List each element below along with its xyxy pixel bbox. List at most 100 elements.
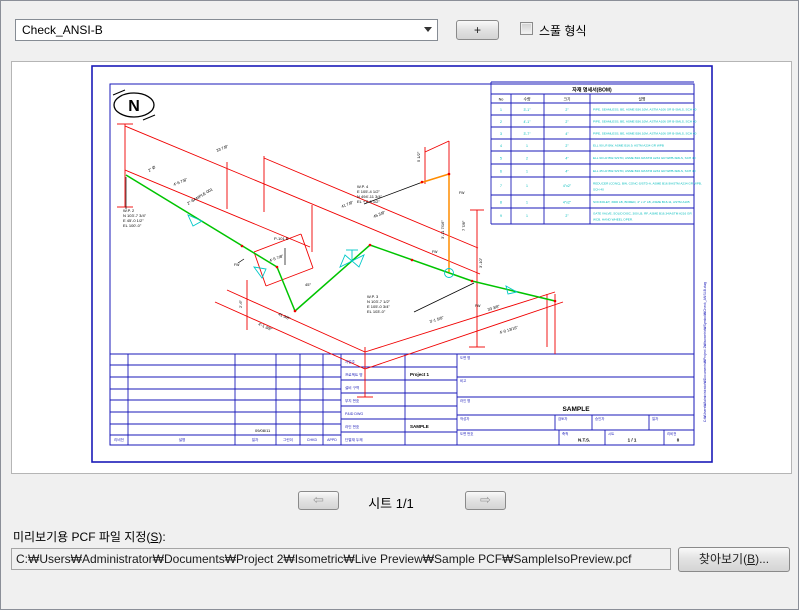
svg-text:N 103'-7 3/4": N 103'-7 3/4" xyxy=(123,213,147,218)
svg-text:검토자: 검토자 xyxy=(558,416,568,421)
svg-text:1: 1 xyxy=(526,201,528,205)
svg-text:2": 2" xyxy=(565,120,569,124)
svg-text:2"-SAMPLE-001: 2"-SAMPLE-001 xyxy=(186,186,214,206)
svg-text:E 105'-0 3/4": E 105'-0 3/4" xyxy=(367,304,390,309)
svg-text:ELL 90 LR BW, ASME B16.9, ASTM: ELL 90 LR BW, ASME B16.9, ASTM A234 GR W… xyxy=(593,144,664,148)
svg-text:ELL 45 LR BW-S/STD, ASME B16.9: ELL 45 LR BW-S/STD, ASME B16.9/ASTM A234… xyxy=(593,169,696,173)
svg-text:FW: FW xyxy=(459,191,465,195)
svg-text:2: 2 xyxy=(500,120,502,124)
svg-text:SAMPLE: SAMPLE xyxy=(562,406,590,413)
svg-text:E 105'-4 1/2": E 105'-4 1/2" xyxy=(357,189,380,194)
svg-text:작성자: 작성자 xyxy=(460,416,470,421)
svg-text:EL 103'-0": EL 103'-0" xyxy=(367,309,386,314)
svg-text:사업주: 사업주 xyxy=(345,359,356,364)
svg-text:리비전: 리비전 xyxy=(114,437,124,442)
browse-button[interactable]: 찾아보기(B)... xyxy=(678,547,790,572)
add-template-button[interactable]: + xyxy=(456,20,499,40)
svg-text:FW: FW xyxy=(475,304,481,308)
template-dropdown-value: Check_ANSI-B xyxy=(22,23,103,37)
svg-text:설명: 설명 xyxy=(179,437,186,442)
svg-text:4": 4" xyxy=(565,157,569,161)
svg-text:EL 100'-0": EL 100'-0" xyxy=(123,223,142,228)
chevron-down-icon[interactable] xyxy=(424,27,432,32)
svg-text:부지 번호: 부지 번호 xyxy=(345,398,360,403)
pcf-path-label: 미리보기용 PCF 파일 지정(S): xyxy=(13,530,166,544)
iso-drawing-canvas: N 33 7/8" 4'-5 7/8" 41 7/8" 45 3/8" 2" Ø 2"-SA… xyxy=(91,65,713,463)
svg-text:N 103'-7 1/2": N 103'-7 1/2" xyxy=(367,299,391,304)
svg-text:승인자: 승인자 xyxy=(595,416,605,421)
svg-text:축척: 축척 xyxy=(562,431,568,436)
svg-text:프로젝트 명: 프로젝트 명 xyxy=(345,372,363,377)
sheet-counter: 시트 1/1 xyxy=(368,496,414,511)
svg-text:N 494'-11 3/4": N 494'-11 3/4" xyxy=(357,194,383,199)
svg-text:SAMPLE: SAMPLE xyxy=(410,424,429,429)
svg-text:45°: 45° xyxy=(305,282,311,287)
svg-text:그린이: 그린이 xyxy=(283,437,293,442)
svg-text:7: 7 xyxy=(500,184,502,188)
svg-text:자재 명세서(BOM): 자재 명세서(BOM) xyxy=(572,87,612,94)
svg-text:3'-11 7/16": 3'-11 7/16" xyxy=(440,220,445,239)
svg-text:라인 번호: 라인 번호 xyxy=(345,424,360,429)
svg-text:Project 1: Project 1 xyxy=(410,372,430,377)
svg-text:1: 1 xyxy=(526,170,528,174)
svg-text:4'-1": 4'-1" xyxy=(524,120,532,124)
svg-text:P-101 B: P-101 B xyxy=(274,236,289,241)
svg-text:7 7/8": 7 7/8" xyxy=(461,220,466,231)
svg-text:리비전: 리비전 xyxy=(667,431,676,436)
iso-preview-panel: N 33 7/8" 4'-5 7/8" 41 7/8" 45 3/8" 2" Ø 2"-SA… xyxy=(11,61,792,474)
svg-text:N.T.S.: N.T.S. xyxy=(578,438,590,443)
svg-text:2": 2" xyxy=(565,108,569,112)
svg-text:GATE VALVE, SOLID DISC, 300 LB: GATE VALVE, SOLID DISC, 300 LB, RF, ASME… xyxy=(593,212,692,216)
svg-text:3: 3 xyxy=(500,132,502,136)
svg-text:5: 5 xyxy=(500,157,502,161)
svg-text:2: 2 xyxy=(526,157,528,161)
previous-sheet-button[interactable]: ⇦ xyxy=(298,491,339,510)
svg-text:FW: FW xyxy=(234,263,240,267)
svg-text:C:₩Users₩Administrator₩Documen: C:₩Users₩Administrator₩Documents₩Project… xyxy=(703,282,707,422)
svg-text:시트: 시트 xyxy=(608,432,614,436)
next-sheet-button[interactable]: ⇨ xyxy=(465,491,506,510)
svg-text:WCB, HAND WHEEL OPER.: WCB, HAND WHEEL OPER. xyxy=(593,218,633,222)
svg-text:SOCKOLET, 3000 LB, BORED, 4" x: SOCKOLET, 3000 LB, BORED, 4" x 2" LB, AS… xyxy=(593,200,690,204)
svg-text:1: 1 xyxy=(526,214,528,218)
svg-text:41 3/8": 41 3/8" xyxy=(278,311,292,321)
spool-format-checkbox[interactable] xyxy=(520,22,533,35)
svg-text:P&ID DWG: P&ID DWG xyxy=(345,412,363,416)
svg-text:4": 4" xyxy=(565,132,569,136)
svg-text:1: 1 xyxy=(526,144,528,148)
svg-text:W.P. 2: W.P. 2 xyxy=(123,208,135,213)
pcf-path-input[interactable] xyxy=(11,548,671,570)
svg-text:일자: 일자 xyxy=(652,416,659,421)
svg-text:41 7/8": 41 7/8" xyxy=(341,199,355,209)
svg-text:도면 번호: 도면 번호 xyxy=(460,431,473,436)
svg-text:PIPE, SEAMLESS, BE, ASME B36.1: PIPE, SEAMLESS, BE, ASME B36.10M, ASTM A… xyxy=(593,108,697,112)
svg-text:라인 명: 라인 명 xyxy=(460,398,470,403)
svg-text:4"x2": 4"x2" xyxy=(563,184,572,188)
svg-text:SCH 40: SCH 40 xyxy=(593,188,604,192)
svg-text:FW: FW xyxy=(432,250,438,254)
svg-text:No: No xyxy=(499,98,504,102)
svg-text:3'-1 5/8": 3'-1 5/8" xyxy=(429,315,445,324)
svg-text:N: N xyxy=(128,98,140,115)
template-dropdown[interactable]: Check_ANSI-B xyxy=(15,19,438,41)
svg-text:1: 1 xyxy=(500,108,502,112)
mnemonic: S xyxy=(150,530,159,544)
svg-text:설비 구역: 설비 구역 xyxy=(345,385,359,390)
svg-text:3'-7": 3'-7" xyxy=(524,132,532,136)
svg-text:W.P. 3: W.P. 3 xyxy=(367,294,379,299)
svg-text:2" Ø: 2" Ø xyxy=(147,165,156,173)
svg-text:W.P. 4: W.P. 4 xyxy=(357,184,369,189)
svg-text:설명: 설명 xyxy=(639,97,646,102)
svg-text:비고: 비고 xyxy=(460,378,466,383)
svg-text:4'-0 13/16": 4'-0 13/16" xyxy=(499,324,519,335)
svg-text:크기: 크기 xyxy=(564,97,571,102)
svg-text:4": 4" xyxy=(565,170,569,174)
svg-text:도면 명: 도면 명 xyxy=(460,355,470,360)
svg-text:E 45'-0 1/2": E 45'-0 1/2" xyxy=(123,218,144,223)
svg-text:4'-5 7/8": 4'-5 7/8" xyxy=(173,177,189,187)
svg-text:수량: 수량 xyxy=(524,97,531,102)
svg-text:2": 2" xyxy=(565,214,569,218)
svg-text:4"x2": 4"x2" xyxy=(563,201,572,205)
svg-text:6: 6 xyxy=(500,170,502,174)
svg-text:APPD: APPD xyxy=(327,438,337,442)
